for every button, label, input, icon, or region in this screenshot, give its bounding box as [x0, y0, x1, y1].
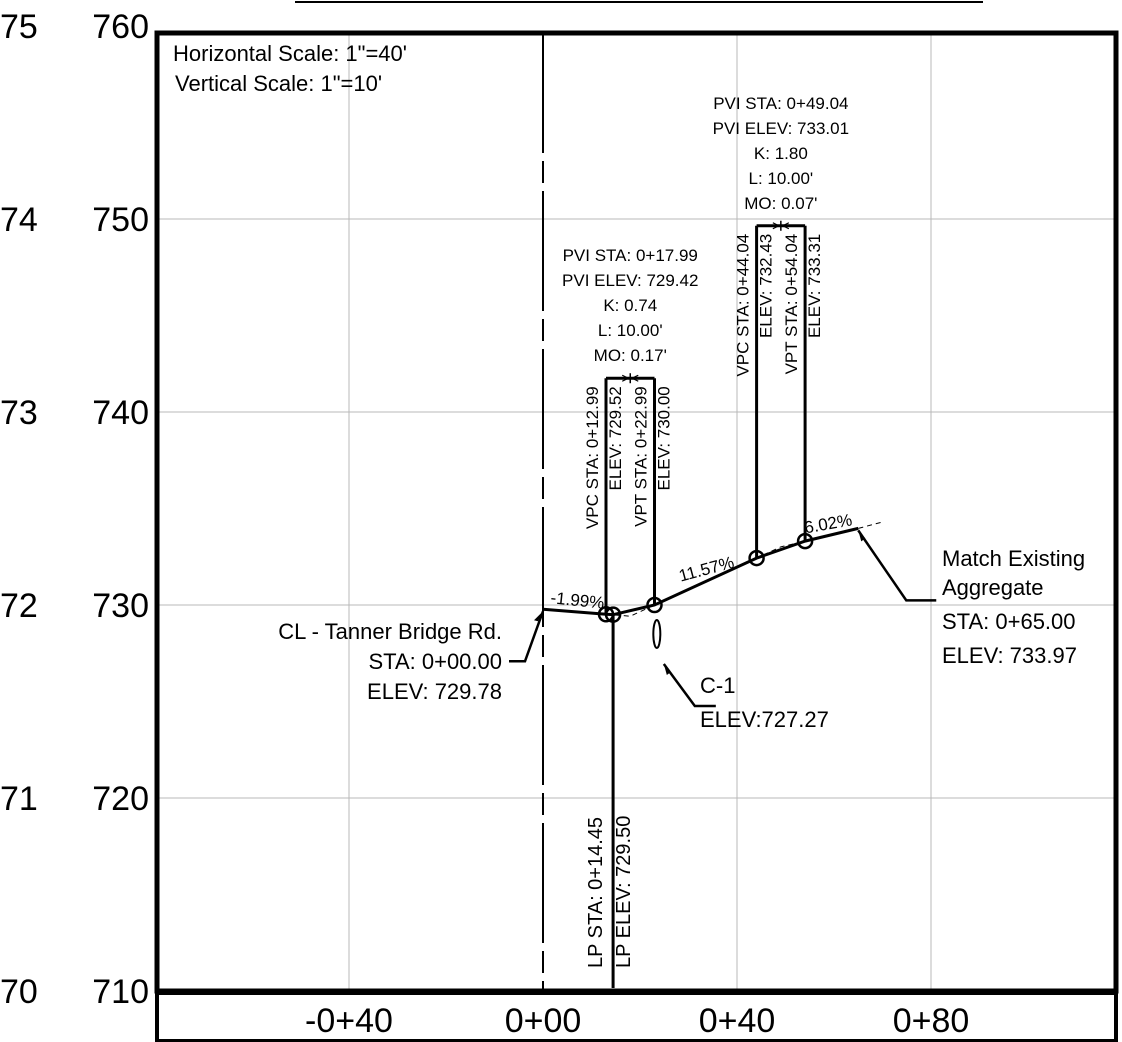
pvi-data-label: K: 1.80 [754, 144, 808, 163]
cropped-elevation-labels: 75 74 73 72 71 70 [0, 8, 38, 1011]
y-tick-label: 720 [92, 780, 149, 818]
pvi-data-label: L: 10.00' [748, 169, 813, 188]
x-tick-label: 0+40 [699, 1002, 776, 1040]
y-tick-label: 710 [92, 973, 149, 1011]
cropped-elevation-label: 71 [0, 780, 38, 818]
callout-leader-start [509, 610, 545, 663]
cropped-elevation-label: 74 [0, 201, 38, 239]
end-callout-line: Aggregate [942, 575, 1044, 600]
start-callout-elevation: ELEV: 729.78 [367, 679, 502, 704]
vertical-scale-note: Vertical Scale: 1"=10' [175, 71, 382, 96]
pvi-data-label: PVI ELEV: 733.01 [713, 119, 849, 138]
vc-station-label: VPT STA: 0+22.99 [632, 386, 651, 527]
vc-station-label: ELEV: 732.43 [757, 234, 776, 338]
grade-label: 6.02% [803, 510, 854, 537]
vc-station-label: ELEV: 729.52 [606, 386, 625, 490]
cropped-elevation-label: 70 [0, 973, 38, 1011]
vertical-curves: PVI STA: 0+17.99 PVI ELEV: 729.42 K: 0.74 L… [562, 94, 849, 623]
station-band [155, 991, 1118, 1042]
end-callout-line: Match Existing [942, 546, 1085, 571]
x-axis-ticks: -0+40 0+00 0+40 0+80 [305, 1002, 969, 1040]
callout-leader-culvert [662, 663, 716, 708]
pvi-data-label: K: 0.74 [603, 296, 657, 315]
arrow-icon [781, 222, 790, 230]
end-callout-elevation: ELEV: 733.97 [942, 643, 1077, 668]
horizontal-scale-note: Horizontal Scale: 1"=40' [173, 41, 407, 66]
vc-station-label: ELEV: 733.31 [805, 234, 824, 338]
y-tick-label: 740 [92, 394, 149, 432]
low-point-station-label: LP STA: 0+14.45 [585, 817, 607, 968]
y-axis-ticks: 760 750 740 730 720 710 [92, 8, 149, 1011]
pvi-data-label: MO: 0.17' [594, 346, 667, 365]
arrowhead-icon [534, 611, 543, 622]
vc-station-label: VPC STA: 0+44.04 [734, 234, 753, 377]
arrow-icon [621, 374, 630, 382]
callout-leader-end [857, 529, 937, 602]
cropped-elevation-label: 75 [0, 8, 38, 46]
pvi-data-label: MO: 0.07' [744, 194, 817, 213]
arrowhead-icon [663, 664, 671, 676]
y-tick-label: 760 [92, 8, 149, 46]
pvi-data-label: L: 10.00' [598, 321, 663, 340]
y-tick-label: 730 [92, 587, 149, 625]
end-callout-station: STA: 0+65.00 [942, 609, 1076, 634]
start-callout-title: CL - Tanner Bridge Rd. [278, 619, 502, 644]
culvert-callout-name: C-1 [700, 673, 735, 698]
pvi-data-label: PVI ELEV: 729.42 [562, 271, 698, 290]
callouts: CL - Tanner Bridge Rd. STA: 0+00.00 ELEV: … [278, 529, 1085, 732]
low-point: LP STA: 0+14.45 LP ELEV: 729.50 [585, 606, 635, 988]
arrow-icon [630, 374, 639, 382]
vc-station-label: VPC STA: 0+12.99 [583, 386, 602, 529]
arrow-icon [772, 222, 781, 230]
low-point-elevation-label: LP ELEV: 729.50 [613, 816, 635, 968]
pvi-data-label: PVI STA: 0+49.04 [713, 94, 848, 113]
cropped-elevation-label: 72 [0, 587, 38, 625]
cropped-elevation-label: 73 [0, 394, 38, 432]
grid-lines [157, 33, 1116, 991]
arrowhead-icon [858, 530, 866, 542]
culvert-callout-elevation: ELEV:727.27 [700, 707, 829, 732]
culvert-marker [652, 619, 662, 650]
pvi-data-label: PVI STA: 0+17.99 [563, 246, 698, 265]
vc-station-label: VPT STA: 0+54.04 [782, 234, 801, 375]
x-tick-label: 0+00 [505, 1002, 582, 1040]
y-tick-label: 750 [92, 201, 149, 239]
x-tick-label: -0+40 [305, 1002, 393, 1040]
start-callout-station: STA: 0+00.00 [368, 649, 502, 674]
vc-station-label: ELEV: 730.00 [655, 386, 674, 490]
x-tick-label: 0+80 [893, 1002, 970, 1040]
